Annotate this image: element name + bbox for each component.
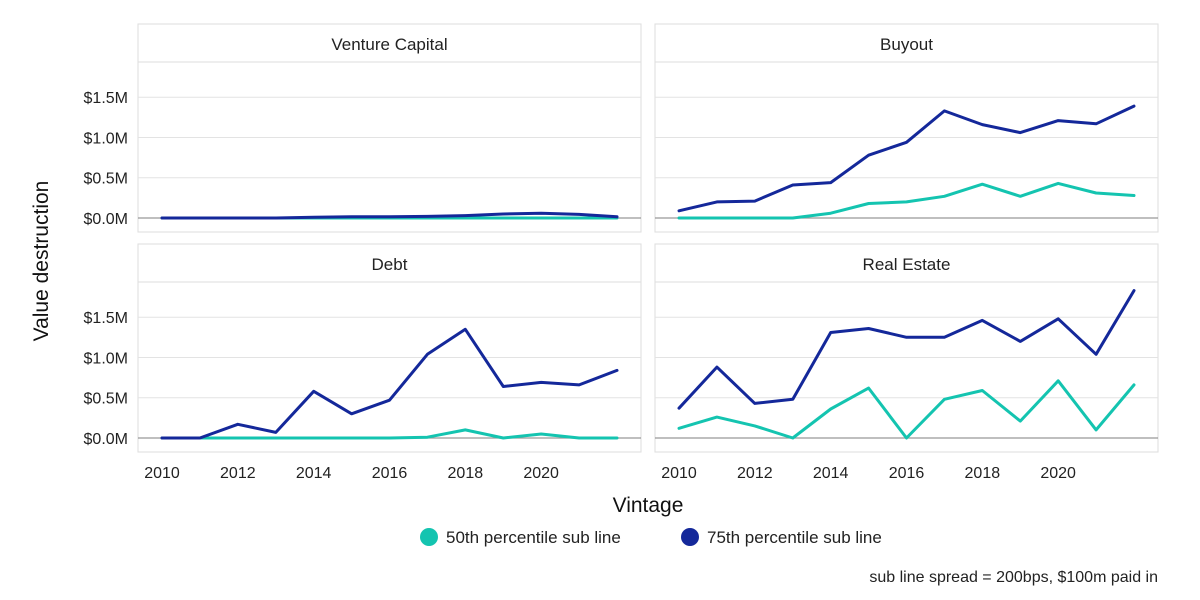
panel-strip-venture-capital (137, 23, 642, 63)
panel-title-venture-capital: Venture Capital (331, 35, 447, 54)
x-tick-label: 2018 (448, 465, 484, 482)
legend-label-75th: 75th percentile sub line (707, 528, 882, 547)
y-tick-label: $0.0M (84, 431, 128, 448)
series-line-debt-75th-percentile-sub-line (160, 327, 619, 440)
x-axis-title: Vintage (613, 494, 684, 517)
x-tick-label: 2014 (296, 465, 332, 482)
series-line-buyout-75th-percentile-sub-line (677, 104, 1136, 213)
x-tick-label: 2010 (144, 465, 180, 482)
y-tick-label: $1.5M (84, 310, 128, 327)
y-tick-label: $0.0M (84, 211, 128, 228)
chart-caption: sub line spread = 200bps, $100m paid in (869, 569, 1158, 586)
panel-debt: Debt $0.0M $0.5M $1.0M $1.5M 2010 2012 2014 2016… (84, 243, 642, 482)
legend-label-50th: 50th percentile sub line (446, 528, 621, 547)
y-axis-title: Value destruction (30, 181, 53, 342)
y-tick-label: $0.5M (84, 391, 128, 408)
x-tick-label: 2016 (889, 465, 925, 482)
x-tick-label: 2020 (523, 465, 559, 482)
panel-plot-area-debt (137, 281, 642, 453)
y-tick-label: $1.5M (84, 90, 128, 107)
x-tick-label: 2020 (1040, 465, 1076, 482)
chart-panels: Venture Capital $0.0M $0.5M $1.0M $1.5M Buyou… (84, 23, 1159, 482)
y-tick-label: $0.5M (84, 171, 128, 188)
x-tick-label: 2018 (965, 465, 1001, 482)
legend: 50th percentile sub line 75th percentile… (420, 528, 882, 547)
panel-plot-area-venture-capital (137, 61, 642, 233)
y-tick-label: $1.0M (84, 350, 128, 367)
panel-strip-buyout (654, 23, 1159, 63)
panel-strip-debt (137, 243, 642, 283)
panel-title-real-estate: Real Estate (863, 255, 951, 274)
x-tick-label: 2010 (661, 465, 697, 482)
x-tick-label: 2014 (813, 465, 849, 482)
x-tick-label: 2016 (372, 465, 408, 482)
legend-swatch-50th (420, 528, 438, 546)
series-line-real-estate-75th-percentile-sub-line (677, 289, 1136, 410)
panel-real-estate: Real Estate 2010 2012 2014 2016 2018 2020 (654, 243, 1159, 482)
x-tick-label: 2012 (737, 465, 773, 482)
legend-swatch-75th (681, 528, 699, 546)
panel-plot-area-buyout (654, 61, 1159, 233)
panel-title-buyout: Buyout (880, 35, 933, 54)
panel-strip-real-estate (654, 243, 1159, 283)
series-line-venture-capital-75th-percentile-sub-line (160, 211, 619, 220)
series-line-debt-50th-percentile-sub-line (160, 428, 619, 440)
x-tick-label: 2012 (220, 465, 256, 482)
panel-title-debt: Debt (372, 255, 408, 274)
y-tick-label: $1.0M (84, 130, 128, 147)
panel-buyout: Buyout (654, 23, 1159, 233)
series-line-real-estate-50th-percentile-sub-line (677, 379, 1136, 440)
panel-plot-area-real-estate (654, 281, 1159, 453)
panel-venture-capital: Venture Capital $0.0M $0.5M $1.0M $1.5M (84, 23, 642, 233)
series-line-buyout-50th-percentile-sub-line (677, 181, 1136, 220)
